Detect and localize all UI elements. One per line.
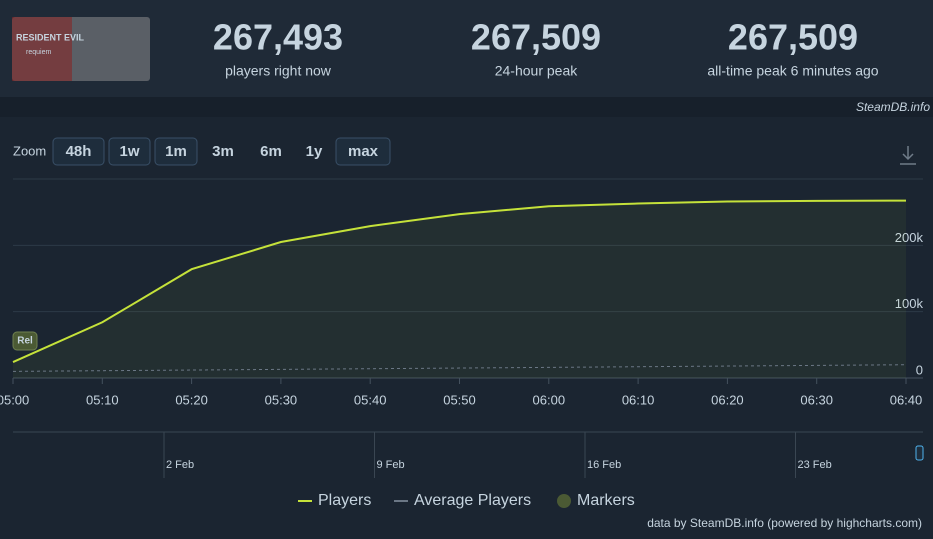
logo-title: RESIDENT EVIL (16, 32, 85, 42)
x-tick-label: 05:30 (265, 392, 298, 407)
zoom-button-label: 1w (119, 143, 139, 160)
area (13, 200, 906, 378)
credit: data by SteamDB.info (powered by highcha… (647, 516, 922, 530)
chart-panel (0, 117, 933, 539)
x-tick-label: 06:10 (622, 392, 655, 407)
zoom-button: 6m (260, 143, 282, 160)
zoom-button[interactable]: 1w (108, 137, 151, 166)
logo-subtitle: requiem (26, 49, 51, 56)
x-tick-label: 05:00 (0, 392, 29, 407)
legend-item[interactable]: Players (298, 492, 371, 509)
zoom-button[interactable]: max (335, 137, 391, 166)
y-tick-label: 0 (916, 362, 923, 377)
legend-swatch (557, 494, 571, 508)
zoom-button-label: 6m (260, 143, 282, 160)
zoom-label: Zoom (13, 143, 46, 158)
y-tick-label: 100k (895, 296, 924, 311)
marker-label: Rel (17, 336, 33, 347)
zoom-button-box (335, 137, 391, 166)
navigator-label: 2 Feb (166, 459, 194, 471)
legend-item[interactable]: Markers (557, 492, 635, 509)
zoom-button-box (52, 137, 105, 166)
legend-label: Players (318, 492, 371, 509)
legend-label: Average Players (414, 492, 531, 509)
stat-value: 267,509 (471, 17, 601, 58)
navigator-label: 16 Feb (587, 459, 621, 471)
navigator-label: 23 Feb (798, 459, 832, 471)
zoom-button: 1y (306, 143, 323, 160)
stat-label: all-time peak 6 minutes ago (707, 63, 878, 79)
source: SteamDB.info (856, 100, 930, 114)
marker[interactable]: Rel (12, 331, 38, 351)
x-tick-label: 05:20 (175, 392, 208, 407)
series-line (12, 199, 907, 363)
zoom-button: 3m (212, 143, 234, 160)
thumbnail-shade (12, 17, 72, 81)
zoom-button-box (108, 137, 151, 166)
x-tick-label: 06:40 (890, 392, 923, 407)
series-line (12, 364, 907, 372)
navigator-label: 9 Feb (377, 459, 405, 471)
zoom-button-label: 1y (306, 143, 323, 160)
x-tick-label: 05:10 (86, 392, 119, 407)
x-tick-label: 06:20 (711, 392, 744, 407)
zoom-button-label: 1m (165, 143, 187, 160)
x-tick-label: 05:40 (354, 392, 387, 407)
zoom-button-label: 3m (212, 143, 234, 160)
stats-panel (0, 0, 933, 97)
stat-label: players right now (225, 63, 332, 79)
zoom-button[interactable]: 1m (154, 137, 198, 166)
icon-stroke (902, 153, 914, 161)
x-tick-label: 06:00 (533, 392, 566, 407)
download-icon[interactable] (900, 146, 916, 165)
zoom-button-box (154, 137, 198, 166)
legend-item[interactable]: Average Players (394, 492, 531, 509)
x-tick-label: 05:50 (443, 392, 476, 407)
zoom-button-label: 48h (66, 143, 92, 160)
zoom-button-label: max (348, 143, 379, 160)
stat-value: 267,509 (728, 17, 858, 58)
legend-label: Markers (577, 492, 635, 509)
marker-badge (12, 331, 38, 351)
stat-label: 24-hour peak (495, 63, 579, 79)
zoom-button[interactable]: 48h (52, 137, 105, 166)
y-tick-label: 200k (895, 230, 924, 245)
stat-value: 267,493 (213, 17, 343, 58)
x-tick-label: 06:30 (800, 392, 833, 407)
navigator-handle[interactable] (915, 445, 924, 461)
